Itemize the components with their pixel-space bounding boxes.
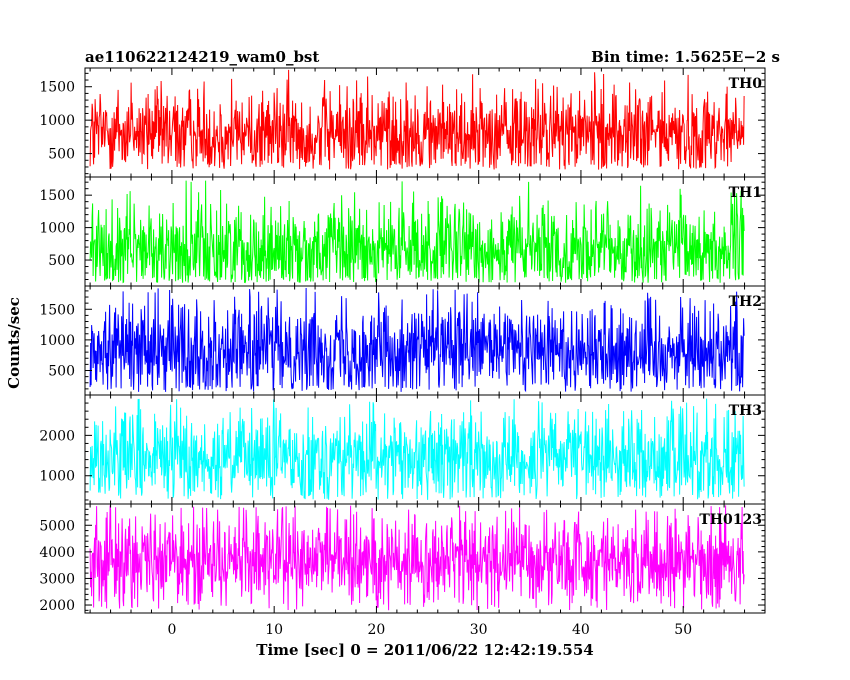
- y-tick-label: 5000: [39, 518, 75, 534]
- x-axis-label: Time [sec] 0 = 2011/06/22 12:42:19.554: [256, 641, 593, 659]
- panel-th0123: 2000 3000 4000 5000 TH0123 0 10 20 30 40 50: [39, 503, 766, 638]
- y-tick-label: 1500: [39, 80, 75, 96]
- panel-th2: 500 1000 1500 TH2: [39, 285, 766, 396]
- panel-label: TH3: [729, 403, 762, 419]
- series-line-th0123: [89, 505, 745, 611]
- x-tick-label: 30: [470, 622, 488, 638]
- y-axis-label: Counts/sec: [5, 297, 23, 389]
- x-tick-label: 50: [674, 622, 692, 638]
- y-tick-label: 2000: [39, 598, 75, 614]
- panel-th0: 500 1000 1500 TH0: [39, 67, 766, 178]
- y-tick-label: 1000: [39, 221, 75, 237]
- y-tick-label: 1500: [39, 302, 75, 318]
- x-tick-label: 40: [572, 622, 590, 638]
- y-tick-label: 2000: [39, 428, 75, 444]
- panel-label: TH2: [729, 294, 762, 310]
- panel-th1: 500 1000 1500 TH1: [39, 176, 766, 287]
- x-tick-label: 10: [265, 622, 283, 638]
- y-tick-label: 500: [48, 253, 75, 269]
- y-tick-label: 500: [48, 147, 75, 163]
- x-tick-label: 0: [167, 622, 176, 638]
- chart-title: ae110622124219_wam0_bst: [85, 48, 319, 66]
- y-tick-label: 1000: [39, 333, 75, 349]
- panel-th3: 1000 2000 TH3: [39, 394, 766, 505]
- series-line-th3: [89, 398, 745, 500]
- panel-label: TH0: [729, 76, 763, 92]
- y-tick-label: 4000: [39, 545, 75, 561]
- x-tick-label: 20: [368, 622, 386, 638]
- bin-time-label: Bin time: 1.5625E−2 s: [591, 48, 780, 66]
- series-line-th1: [89, 180, 745, 284]
- y-tick-label: 3000: [39, 571, 75, 587]
- y-tick-label: 500: [48, 364, 75, 380]
- y-tick-label: 1500: [39, 188, 75, 204]
- panel-label: TH1: [729, 185, 762, 201]
- panel-frame: [84, 503, 766, 614]
- series-line-th0: [89, 69, 745, 170]
- series-line-th2: [89, 288, 745, 393]
- y-tick-label: 1000: [39, 113, 75, 129]
- y-tick-label: 1000: [39, 469, 75, 485]
- panel-label: TH0123: [699, 512, 762, 528]
